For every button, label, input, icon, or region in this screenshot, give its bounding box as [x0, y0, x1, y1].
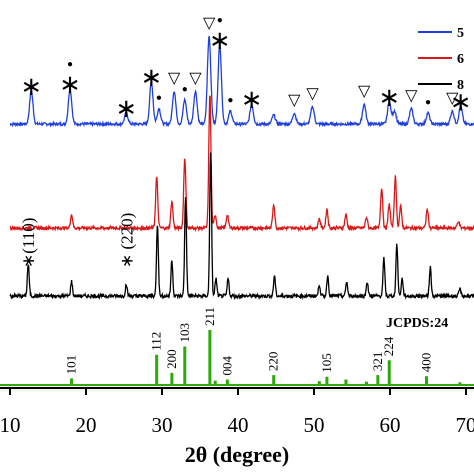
legend: 5 6 8: [418, 26, 464, 93]
reference-peak-label: 321: [370, 352, 385, 372]
triangle-marker: ▽: [358, 83, 371, 100]
x-ticks: 10 20 30 40 50 60 70: [0, 388, 474, 437]
x-tick-label: 40: [228, 413, 249, 437]
black-annotation: ∗ (220): [117, 213, 136, 268]
triangle-marker: ▽: [405, 88, 418, 105]
triangle-marker: ▽: [306, 85, 319, 102]
triangle-marker: ▽: [203, 15, 216, 32]
x-tick-label: 20: [76, 413, 97, 437]
black-annotation: ∗(110): [19, 218, 38, 268]
dot-marker: ●: [156, 93, 162, 104]
reference-peak-label: 224: [381, 336, 396, 356]
series-line: [9, 95, 474, 233]
series-group: [9, 35, 474, 301]
dot-marker: ●: [227, 95, 233, 106]
asterisk-marker: ∗: [450, 87, 472, 116]
asterisk-marker: ∗: [241, 85, 263, 114]
asterisk-marker: ∗: [378, 83, 400, 112]
dot-marker: ●: [182, 84, 188, 95]
reference-peak-label: 400: [418, 353, 433, 373]
dot-marker: ●: [217, 15, 223, 26]
jcpds-label: JCPDS:24: [386, 316, 448, 331]
asterisk-marker: ∗: [115, 94, 137, 123]
x-tick-label: 50: [304, 413, 325, 437]
series-line: [9, 35, 474, 128]
asterisk-marker: ∗: [20, 72, 42, 101]
dot-marker: ●: [425, 97, 431, 108]
x-tick-label: 30: [152, 413, 173, 437]
x-tick-label: 70: [456, 413, 474, 437]
annotations: ▽∗▽●▽∗▽▽▽∗●●∗▽▽●▽●∗∗●∗∗∗(110)∗ (220): [19, 15, 472, 268]
x-axis-title: 2θ (degree): [185, 442, 290, 467]
reference-peak-label: 211: [202, 307, 217, 326]
asterisk-marker: ∗: [59, 70, 81, 99]
x-tick-label: 10: [0, 413, 21, 437]
reference-peak-label: 004: [219, 356, 234, 376]
asterisk-marker: ∗: [140, 63, 162, 92]
reference-peak-label: 105: [319, 353, 334, 373]
reference-peak-label: 103: [177, 323, 192, 343]
triangle-marker: ▽: [189, 70, 202, 87]
triangle-marker: ▽: [446, 90, 459, 107]
triangle-marker: ▽: [168, 70, 181, 87]
legend-label: 6: [457, 52, 464, 67]
series-line: [9, 152, 474, 301]
reference-peak-label: 101: [64, 355, 79, 375]
reference-peak-label: 220: [266, 352, 281, 372]
reference-peak-label: 200: [164, 349, 179, 369]
reference-peak-label: 112: [149, 332, 164, 351]
x-tick-label: 60: [380, 413, 401, 437]
legend-label: 5: [457, 26, 464, 41]
triangle-marker: ▽: [288, 92, 301, 109]
legend-label: 8: [457, 78, 464, 93]
dot-marker: ●: [67, 59, 73, 70]
asterisk-marker: ∗: [209, 26, 231, 55]
